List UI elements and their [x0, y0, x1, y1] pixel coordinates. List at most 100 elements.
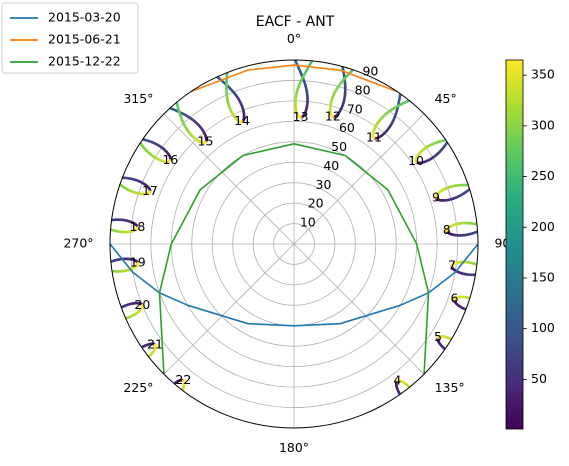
analemma-segment-hour-22 — [128, 435, 129, 437]
analemma-segment-hour-5 — [458, 355, 465, 360]
analemma-segment-hour-4 — [427, 440, 428, 442]
analemma-segment-hour-11 — [415, 70, 421, 74]
angular-tick-label: 180° — [279, 440, 309, 455]
hour-label: 18 — [129, 219, 145, 234]
analemma-segment-hour-21 — [104, 396, 106, 397]
analemma-segment-hour-21 — [106, 394, 108, 396]
analemma-segment-hour-12 — [342, 43, 343, 45]
analemma-segment-hour-16 — [125, 118, 130, 125]
analemma-segment-hour-4 — [421, 418, 425, 425]
analemma-segment-hour-15 — [153, 99, 159, 104]
analemma-segment-hour-8 — [486, 227, 490, 228]
analemma-segment-hour-22 — [155, 413, 159, 420]
analemma-segment-hour-17 — [100, 165, 102, 168]
analemma-segment-hour-5 — [481, 375, 483, 378]
analemma-segment-hour-16 — [130, 127, 136, 134]
series-line-2015-12-22 — [158, 143, 430, 375]
series-line-2015-06-21 — [190, 64, 398, 93]
analemma-segment-hour-16 — [102, 127, 103, 129]
analemma-segment-hour-14 — [203, 54, 204, 56]
analemma-segment-hour-22 — [134, 419, 141, 424]
analemma-segment-hour-20 — [84, 340, 86, 342]
hour-label: 4 — [393, 373, 401, 388]
analemma-segment-hour-10 — [447, 135, 452, 142]
hour-label: 21 — [147, 336, 163, 351]
analemma-segment-hour-11 — [424, 86, 429, 91]
analemma-segment-hour-12 — [347, 40, 349, 41]
hour-label: 8 — [443, 222, 451, 237]
analemma-segment-hour-4 — [430, 444, 431, 446]
analemma-segment-hour-14 — [203, 53, 204, 55]
analemma-segment-hour-18 — [62, 209, 64, 210]
grid-spoke — [293, 113, 425, 245]
analemma-segment-hour-22 — [138, 446, 140, 447]
legend-label: 2015-03-20 — [48, 10, 121, 25]
analemma-segment-hour-21 — [93, 395, 95, 396]
analemma-segment-hour-20 — [103, 320, 106, 323]
analemma-segment-hour-21 — [96, 373, 99, 374]
analemma-segment-hour-16 — [102, 117, 103, 119]
analemma-segment-hour-16 — [110, 109, 111, 113]
analemma-segment-hour-22 — [174, 396, 179, 401]
radial-tick-label: 20 — [308, 196, 324, 211]
analemma-segment-hour-7 — [488, 269, 491, 271]
radial-tick-label: 70 — [347, 101, 363, 116]
analemma-segment-hour-10 — [453, 125, 458, 132]
analemma-segment-hour-17 — [91, 157, 93, 158]
analemma-segment-hour-21 — [111, 368, 118, 372]
analemma-segment-hour-22 — [149, 441, 150, 443]
hour-label: 11 — [366, 129, 382, 144]
analemma-segment-hour-6 — [528, 312, 529, 313]
analemma-segment-hour-4 — [425, 434, 426, 437]
analemma-segment-hour-22 — [159, 399, 164, 406]
analemma-segment-hour-17 — [76, 159, 77, 161]
analemma-segment-hour-19 — [81, 262, 84, 263]
analemma-segment-hour-18 — [58, 225, 59, 227]
analemma-segment-hour-20 — [87, 338, 89, 340]
analemma-segment-hour-6 — [502, 322, 505, 325]
analemma-segment-hour-12 — [364, 46, 365, 48]
analemma-segment-hour-18 — [88, 226, 92, 227]
analemma-segment-hour-21 — [118, 369, 123, 376]
analemma-segment-hour-17 — [78, 158, 79, 160]
analemma-segment-hour-20 — [98, 325, 100, 328]
analemma-segment-hour-19 — [60, 262, 61, 264]
analemma-segment-hour-21 — [132, 362, 139, 367]
analemma-segment-hour-16 — [121, 113, 127, 119]
analemma-segment-hour-11 — [425, 78, 429, 84]
analemma-segment-hour-6 — [526, 330, 527, 332]
analemma-segment-hour-4 — [420, 414, 425, 421]
analemma-segment-hour-4 — [399, 394, 404, 400]
analemma-segment-hour-5 — [447, 350, 453, 355]
analemma-segment-hour-22 — [152, 435, 153, 438]
analemma-segment-hour-5 — [501, 364, 503, 365]
analemma-segment-hour-21 — [93, 374, 95, 375]
analemma-segment-hour-10 — [484, 120, 485, 122]
radial-tick-label: 60 — [339, 120, 355, 135]
analemma-segment-hour-17 — [78, 178, 80, 179]
analemma-segment-hour-21 — [94, 396, 96, 397]
analemma-segment-hour-19 — [75, 260, 78, 261]
analemma-segment-hour-18 — [59, 214, 60, 216]
analemma-segment-hour-21 — [132, 350, 138, 356]
analemma-segment-hour-19 — [70, 283, 72, 284]
analemma-segment-hour-11 — [407, 69, 413, 74]
analemma-segment-hour-16 — [103, 115, 104, 117]
analemma-segment-hour-5 — [490, 386, 492, 387]
analemma-segment-hour-12 — [343, 42, 344, 43]
angular-tick-label: 45° — [435, 91, 457, 106]
analemma-segment-hour-4 — [419, 411, 426, 416]
analemma-segment-hour-21 — [141, 358, 147, 363]
analemma-segment-hour-16 — [136, 137, 141, 144]
analemma-segment-hour-14 — [225, 51, 226, 53]
analemma-segment-hour-16 — [110, 131, 112, 136]
analemma-segment-hour-13 — [314, 41, 315, 43]
analemma-segment-hour-22 — [167, 402, 173, 408]
analemma-segment-hour-20 — [110, 313, 113, 319]
analemma-segment-hour-19 — [88, 265, 92, 266]
analemma-segment-hour-21 — [110, 390, 111, 396]
analemma-segment-hour-13 — [314, 53, 315, 56]
analemma-segment-hour-20 — [80, 343, 82, 344]
analemma-segment-hour-22 — [146, 444, 148, 445]
